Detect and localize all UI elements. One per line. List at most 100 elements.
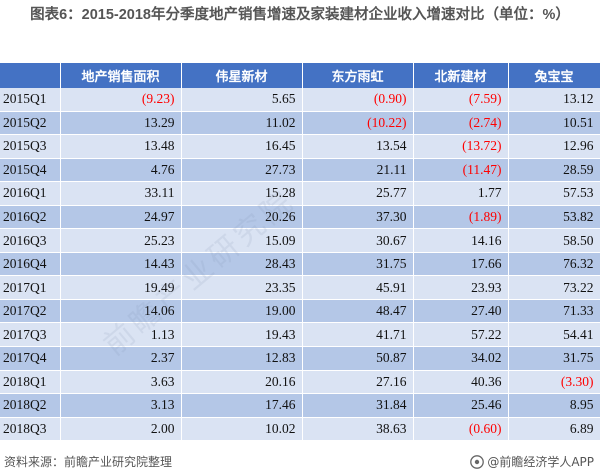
period-cell: 2017Q2 — [0, 299, 61, 324]
value-cell: 1.77 — [413, 181, 509, 206]
period-cell: 2016Q2 — [0, 205, 61, 230]
value-cell: 3.13 — [60, 393, 182, 418]
value-cell: (0.90) — [302, 88, 414, 112]
value-cell: 14.16 — [413, 228, 509, 253]
value-cell: 27.16 — [302, 370, 414, 395]
value-cell: 31.75 — [508, 346, 600, 371]
table-row: 2015Q1 (9.23) 5.65 (0.90) (7.59) 13.12 — [0, 88, 600, 112]
column-header — [0, 63, 61, 88]
value-cell: 8.95 — [508, 393, 600, 418]
value-cell: 38.63 — [302, 417, 414, 442]
qianzhan-logo-icon — [470, 454, 485, 469]
value-cell: 33.11 — [60, 181, 182, 206]
value-cell: 53.82 — [508, 205, 600, 230]
value-cell: 23.35 — [181, 275, 303, 300]
value-cell: (0.60) — [413, 417, 509, 442]
period-cell: 2015Q1 — [0, 88, 61, 112]
value-cell: 6.89 — [508, 417, 600, 442]
period-cell: 2016Q4 — [0, 252, 61, 277]
period-cell: 2018Q3 — [0, 417, 61, 442]
source-note: 资料来源：前瞻产业研究院整理 — [4, 455, 173, 469]
column-header: 东方雨虹 — [302, 63, 414, 88]
value-cell: 2.37 — [60, 346, 182, 371]
table-row: 2015Q2 13.29 11.02 (10.22) (2.74) 10.51 — [0, 111, 600, 136]
brand-text: @前瞻经济学人APP — [487, 455, 594, 469]
value-cell: 28.59 — [508, 158, 600, 183]
value-cell: 2.00 — [60, 417, 182, 442]
value-cell: (11.47) — [413, 158, 509, 183]
value-cell: 37.30 — [302, 205, 414, 230]
value-cell: 5.65 — [181, 88, 303, 112]
value-cell: 71.33 — [508, 299, 600, 324]
value-cell: 57.22 — [413, 322, 509, 348]
footer: 资料来源：前瞻产业研究院整理 @前瞻经济学人APP — [0, 451, 600, 473]
value-cell: 14.43 — [60, 252, 182, 277]
value-cell: (3.30) — [508, 370, 600, 395]
value-cell: 3.63 — [60, 370, 182, 395]
value-cell: 25.46 — [413, 393, 509, 418]
data-table: 地产销售面积 伟星新材 东方雨虹 北新建材 兔宝宝 2015Q1 (9.23) 5.… — [0, 63, 600, 442]
value-cell: 14.06 — [60, 299, 182, 324]
value-cell: 40.36 — [413, 370, 509, 395]
value-cell: 50.87 — [302, 346, 414, 371]
value-cell: 58.50 — [508, 228, 600, 253]
value-cell: 15.09 — [181, 228, 303, 253]
value-cell: 27.40 — [413, 299, 509, 324]
value-cell: 11.02 — [181, 111, 303, 136]
period-cell: 2015Q4 — [0, 158, 61, 183]
value-cell: 25.23 — [60, 228, 182, 253]
value-cell: 24.97 — [60, 205, 182, 230]
value-cell: 12.83 — [181, 346, 303, 371]
period-cell: 2017Q1 — [0, 275, 61, 300]
value-cell: 20.26 — [181, 205, 303, 230]
value-cell: 4.76 — [60, 158, 182, 183]
table-row: 2015Q4 4.76 27.73 21.11 (11.47) 28.59 — [0, 158, 600, 183]
value-cell: 57.53 — [508, 181, 600, 206]
period-cell: 2018Q2 — [0, 393, 61, 418]
table-row: 2018Q1 3.63 20.16 27.16 40.36 (3.30) — [0, 370, 600, 395]
value-cell: 17.46 — [181, 393, 303, 418]
value-cell: 27.73 — [181, 158, 303, 183]
column-header: 伟星新材 — [181, 63, 303, 88]
value-cell: 28.43 — [181, 252, 303, 277]
table-row: 2017Q3 1.13 19.43 41.71 57.22 54.41 — [0, 322, 600, 348]
value-cell: 1.13 — [60, 322, 182, 348]
table-row: 2018Q2 3.13 17.46 31.84 25.46 8.95 — [0, 393, 600, 418]
value-cell: (13.72) — [413, 134, 509, 159]
table-row: 2016Q1 33.11 15.28 25.77 1.77 57.53 — [0, 181, 600, 206]
period-cell: 2016Q1 — [0, 181, 61, 206]
value-cell: (10.22) — [302, 111, 414, 136]
value-cell: 19.49 — [60, 275, 182, 300]
value-cell: (1.89) — [413, 205, 509, 230]
value-cell: 23.93 — [413, 275, 509, 300]
value-cell: 17.66 — [413, 252, 509, 277]
value-cell: 10.51 — [508, 111, 600, 136]
value-cell: 25.77 — [302, 181, 414, 206]
table-row: 2016Q4 14.43 28.43 31.75 17.66 76.32 — [0, 252, 600, 277]
table-row: 2017Q1 19.49 23.35 45.91 23.93 73.22 — [0, 275, 600, 300]
value-cell: 13.12 — [508, 88, 600, 112]
value-cell: 41.71 — [302, 322, 414, 348]
chart-title: 图表6：2015-2018年分季度地产销售增速及家装建材企业收入增速对比（单位：… — [30, 7, 570, 23]
brand: @前瞻经济学人APP — [470, 453, 594, 470]
value-cell: 13.48 — [60, 134, 182, 159]
table-row: 2017Q4 2.37 12.83 50.87 34.02 31.75 — [0, 346, 600, 371]
table-row: 2017Q2 14.06 19.00 48.47 27.40 71.33 — [0, 299, 600, 324]
value-cell: (7.59) — [413, 88, 509, 112]
header-row: 地产销售面积 伟星新材 东方雨虹 北新建材 兔宝宝 — [0, 63, 600, 88]
period-cell: 2016Q3 — [0, 228, 61, 253]
value-cell: 34.02 — [413, 346, 509, 371]
value-cell: 19.43 — [181, 322, 303, 348]
column-header: 地产销售面积 — [60, 63, 182, 88]
value-cell: 15.28 — [181, 181, 303, 206]
value-cell: (9.23) — [60, 88, 182, 112]
value-cell: 13.54 — [302, 134, 414, 159]
value-cell: 76.32 — [508, 252, 600, 277]
table-row: 2016Q2 24.97 20.26 37.30 (1.89) 53.82 — [0, 205, 600, 230]
period-cell: 2018Q1 — [0, 370, 61, 395]
table-row: 2018Q3 2.00 10.02 38.63 (0.60) 6.89 — [0, 417, 600, 442]
value-cell: 21.11 — [302, 158, 414, 183]
value-cell: 31.75 — [302, 252, 414, 277]
column-header: 兔宝宝 — [508, 63, 600, 88]
period-cell: 2015Q3 — [0, 134, 61, 159]
